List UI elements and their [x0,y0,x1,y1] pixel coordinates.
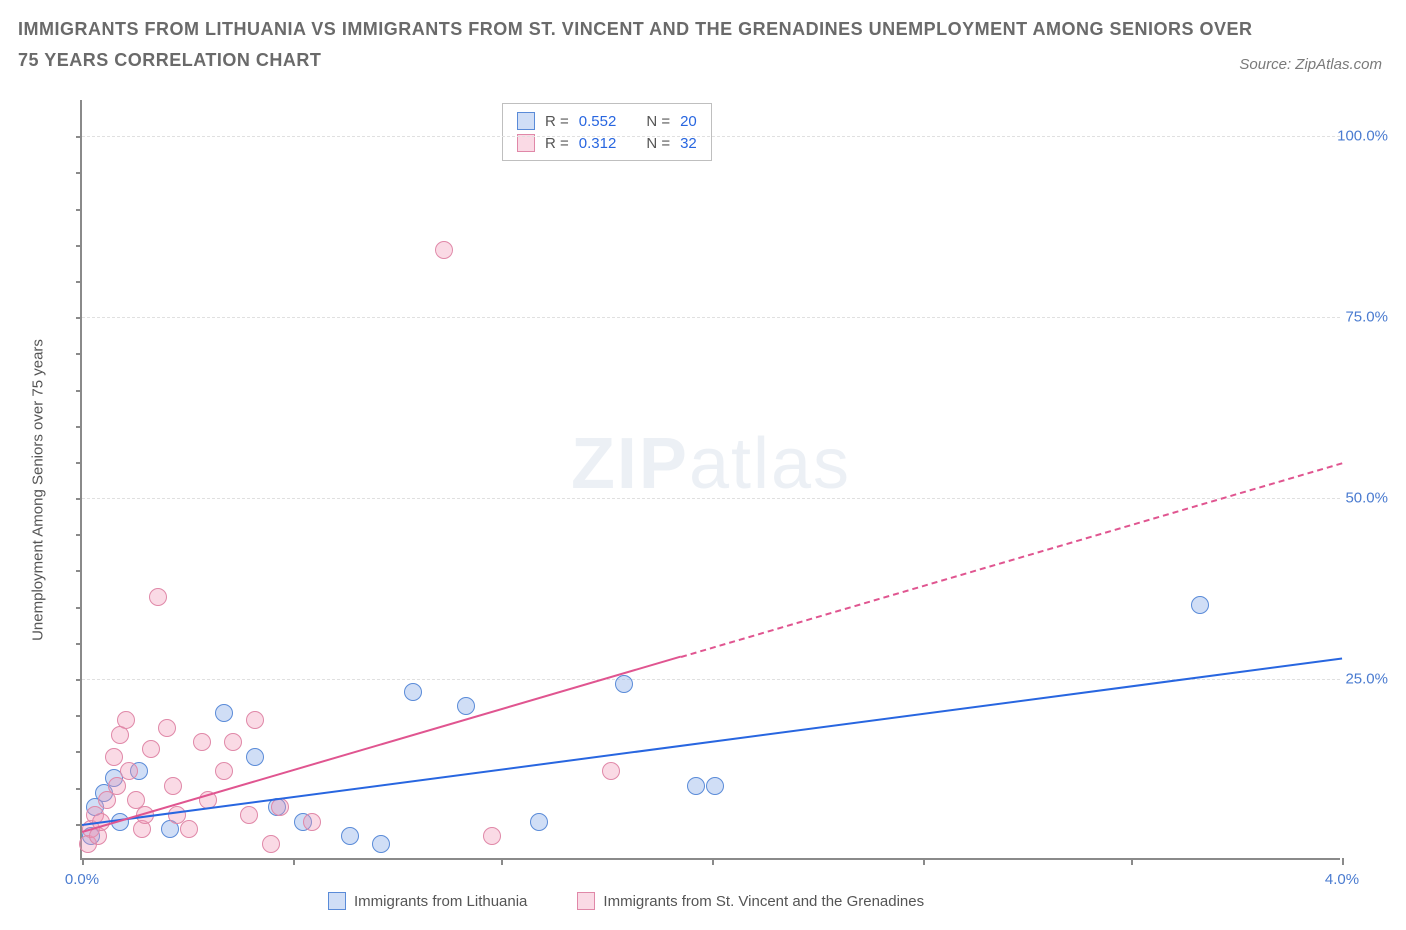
chart-title-area: IMMIGRANTS FROM LITHUANIA VS IMMIGRANTS … [18,14,1256,75]
scatter-point-series-0 [457,697,475,715]
scatter-point-series-0 [1191,596,1209,614]
scatter-point-series-1 [435,241,453,259]
scatter-point-series-0 [372,835,390,853]
r-label: R = [545,113,569,130]
scatter-point-series-1 [158,719,176,737]
scatter-point-series-0 [246,748,264,766]
chart-title: IMMIGRANTS FROM LITHUANIA VS IMMIGRANTS … [18,14,1256,75]
watermark-atlas: atlas [689,424,851,504]
scatter-point-series-0 [615,675,633,693]
scatter-point-series-1 [193,733,211,751]
scatter-point-series-1 [117,711,135,729]
scatter-point-series-0 [706,777,724,795]
watermark: ZIPatlas [571,423,851,505]
x-tick-label: 0.0% [65,871,99,888]
scatter-point-series-0 [687,777,705,795]
x-tick-mark [501,858,503,865]
n-value-series-0: 20 [680,113,697,130]
y-tick-mark [76,643,82,645]
y-tick-mark [76,751,82,753]
n-label: N = [646,113,670,130]
scatter-point-series-0 [215,704,233,722]
gridline-h [82,317,1340,318]
y-tick-mark [76,209,82,211]
y-tick-mark [76,534,82,536]
plot-area: ZIPatlas R = 0.552 N = 20 R = 0.312 N = … [80,100,1340,860]
scatter-point-series-1 [215,762,233,780]
legend-swatch-series-0 [328,892,346,910]
scatter-point-series-1 [262,835,280,853]
y-tick-mark [76,570,82,572]
legend-label-series-0: Immigrants from Lithuania [354,893,527,910]
y-tick-mark [76,172,82,174]
y-tick-mark [76,679,82,681]
y-tick-mark [76,245,82,247]
y-tick-label: 25.0% [1345,671,1388,688]
scatter-point-series-1 [142,740,160,758]
scatter-point-series-1 [224,733,242,751]
x-tick-label: 4.0% [1325,871,1359,888]
swatch-series-0 [517,112,535,130]
bottom-legend: Immigrants from Lithuania Immigrants fro… [328,892,924,910]
y-axis-label: Unemployment Among Seniors over 75 years [30,339,47,641]
scatter-point-series-1 [246,711,264,729]
y-tick-mark [76,317,82,319]
x-tick-mark [1342,858,1344,865]
gridline-h [82,679,1340,680]
y-tick-label: 50.0% [1345,490,1388,507]
scatter-point-series-1 [483,827,501,845]
scatter-point-series-1 [108,777,126,795]
y-tick-mark [76,715,82,717]
chart-container: Unemployment Among Seniors over 75 years… [68,100,1378,880]
source-label: Source: [1239,56,1291,73]
trend-line [82,656,681,833]
scatter-point-series-1 [602,762,620,780]
scatter-point-series-1 [271,798,289,816]
x-tick-mark [923,858,925,865]
y-tick-mark [76,498,82,500]
legend-item-series-0: Immigrants from Lithuania [328,892,527,910]
trend-line [82,657,1342,825]
legend-item-series-1: Immigrants from St. Vincent and the Gren… [577,892,924,910]
y-tick-mark [76,607,82,609]
scatter-point-series-1 [149,588,167,606]
scatter-point-series-1 [180,820,198,838]
gridline-h [82,136,1340,137]
y-tick-mark [76,788,82,790]
scatter-point-series-1 [120,762,138,780]
x-tick-mark [1131,858,1133,865]
source-name: ZipAtlas.com [1295,56,1382,73]
y-tick-mark [76,353,82,355]
y-tick-mark [76,281,82,283]
scatter-point-series-0 [530,813,548,831]
scatter-point-series-1 [303,813,321,831]
watermark-zip: ZIP [571,424,689,504]
gridline-h [82,498,1340,499]
y-tick-label: 100.0% [1337,128,1388,145]
y-tick-label: 75.0% [1345,309,1388,326]
scatter-point-series-0 [404,683,422,701]
y-tick-mark [76,426,82,428]
legend-swatch-series-1 [577,892,595,910]
x-tick-mark [82,858,84,865]
scatter-point-series-1 [105,748,123,766]
y-tick-mark [76,136,82,138]
scatter-point-series-1 [240,806,258,824]
y-tick-mark [76,462,82,464]
x-tick-mark [712,858,714,865]
x-tick-mark [293,858,295,865]
r-value-series-0: 0.552 [579,113,617,130]
legend-label-series-1: Immigrants from St. Vincent and the Gren… [603,893,924,910]
source-attribution: Source: ZipAtlas.com [1239,56,1382,73]
stats-legend-box: R = 0.552 N = 20 R = 0.312 N = 32 [502,103,712,161]
y-tick-mark [76,390,82,392]
scatter-point-series-0 [341,827,359,845]
stats-row-series-0: R = 0.552 N = 20 [517,110,697,132]
scatter-point-series-1 [164,777,182,795]
trend-line-dashed [680,462,1342,658]
